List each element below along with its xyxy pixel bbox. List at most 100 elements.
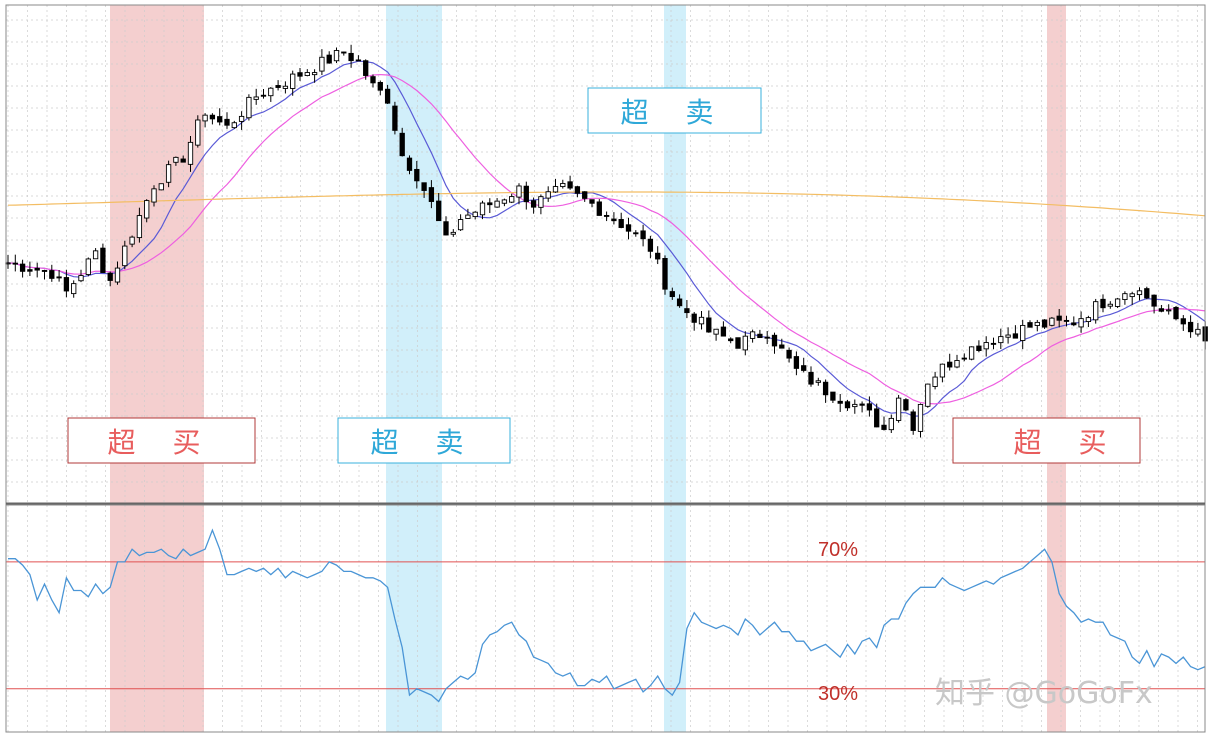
- candle-body: [282, 85, 289, 89]
- candle-body: [421, 182, 427, 191]
- rsi-panel: [6, 528, 1206, 703]
- candle-body: [603, 214, 610, 217]
- candle-body: [92, 250, 99, 260]
- candle-body: [129, 236, 135, 245]
- oversold-label-box-1: 超 卖: [337, 417, 511, 464]
- candle-body: [158, 183, 164, 191]
- candle-body: [574, 186, 581, 194]
- candle-body: [246, 96, 252, 119]
- oversold-label-2: 超 卖: [621, 96, 728, 129]
- candle-body: [355, 59, 362, 62]
- candle-body: [720, 326, 727, 337]
- candle-body: [1107, 303, 1113, 307]
- candle-body: [735, 337, 741, 349]
- candle-body: [311, 72, 318, 76]
- candle-body: [1136, 290, 1143, 296]
- candle-body: [406, 157, 413, 171]
- candle-body: [983, 342, 989, 350]
- candle-body: [1063, 319, 1070, 322]
- candle-body: [136, 215, 143, 239]
- candle-body: [582, 191, 588, 199]
- candle-body: [552, 186, 559, 193]
- candle-body: [231, 122, 237, 129]
- candle-body: [633, 232, 639, 235]
- candle-body: [100, 247, 106, 273]
- overbought-label-1: 超 买: [108, 426, 215, 459]
- candle-body: [866, 403, 873, 411]
- candle-body: [815, 380, 821, 383]
- candle-body: [85, 258, 91, 275]
- candle-body: [1071, 322, 1077, 326]
- candle-body: [691, 313, 697, 323]
- candle-body: [910, 411, 916, 431]
- candle-body: [1100, 298, 1106, 309]
- candle-body: [589, 199, 595, 204]
- candle-body: [786, 349, 792, 359]
- candle-body: [903, 399, 909, 411]
- candle-body: [523, 185, 529, 203]
- candle-body: [27, 269, 33, 272]
- candle-body: [1180, 318, 1186, 325]
- candle-body: [509, 196, 515, 203]
- candle-body: [501, 199, 508, 204]
- candle-body: [852, 403, 858, 408]
- candle-body: [348, 52, 354, 62]
- candle-body: [173, 156, 179, 163]
- candle-body: [450, 231, 456, 235]
- candle-body: [260, 94, 267, 97]
- candle-body: [122, 245, 128, 267]
- rsi-panel-frame: [5, 504, 1206, 733]
- candle-body: [1034, 321, 1040, 326]
- candle-body: [698, 316, 705, 325]
- candle-body: [808, 371, 814, 385]
- candle-body: [151, 188, 157, 203]
- candle-body: [625, 224, 632, 232]
- candle-body: [1122, 293, 1128, 301]
- candle-body: [275, 85, 281, 88]
- candle-body: [443, 221, 449, 236]
- candle-body: [947, 361, 953, 368]
- candle-body: [655, 252, 661, 260]
- candle-body: [545, 191, 551, 199]
- candle-body: [333, 50, 340, 62]
- candle-body: [297, 72, 303, 77]
- candle-body: [771, 334, 778, 347]
- candle-body: [684, 308, 690, 314]
- oversold-label-1: 超 卖: [371, 426, 478, 459]
- candle-body: [304, 72, 310, 76]
- candle-body: [1056, 315, 1062, 321]
- candle-body: [63, 277, 70, 292]
- candle-body: [1041, 319, 1048, 328]
- candle-body: [1144, 288, 1150, 299]
- candle-body: [742, 335, 748, 351]
- candle-body: [822, 381, 829, 396]
- candle-body: [647, 238, 654, 252]
- candle-body: [1195, 328, 1201, 335]
- candle-body: [516, 185, 522, 198]
- candle-body: [1187, 321, 1194, 333]
- ma-mid-line: [7, 73, 1206, 405]
- candle-body: [180, 158, 186, 163]
- overbought-band-1: [110, 5, 204, 732]
- overbought-label-2: 超 买: [1014, 426, 1121, 459]
- candle-body: [779, 344, 785, 349]
- overbought-label-box-1: 超 买: [67, 417, 256, 464]
- candle-body: [370, 76, 376, 84]
- candle-body: [319, 56, 325, 72]
- candle-body: [611, 218, 617, 222]
- candle-body: [377, 81, 383, 91]
- candle-body: [1129, 293, 1135, 298]
- candle-body: [764, 336, 770, 339]
- candle-body: [144, 200, 150, 219]
- candle-body: [990, 342, 997, 345]
- candle-body: [961, 357, 967, 360]
- candle-body: [253, 96, 259, 100]
- candle-body: [837, 400, 843, 404]
- candle-body: [165, 164, 172, 183]
- candle-body: [976, 345, 982, 352]
- candle-body: [669, 291, 675, 298]
- candle-body: [428, 187, 435, 202]
- candle-body: [195, 119, 201, 146]
- candle-body: [414, 168, 420, 182]
- candle-body: [268, 87, 274, 97]
